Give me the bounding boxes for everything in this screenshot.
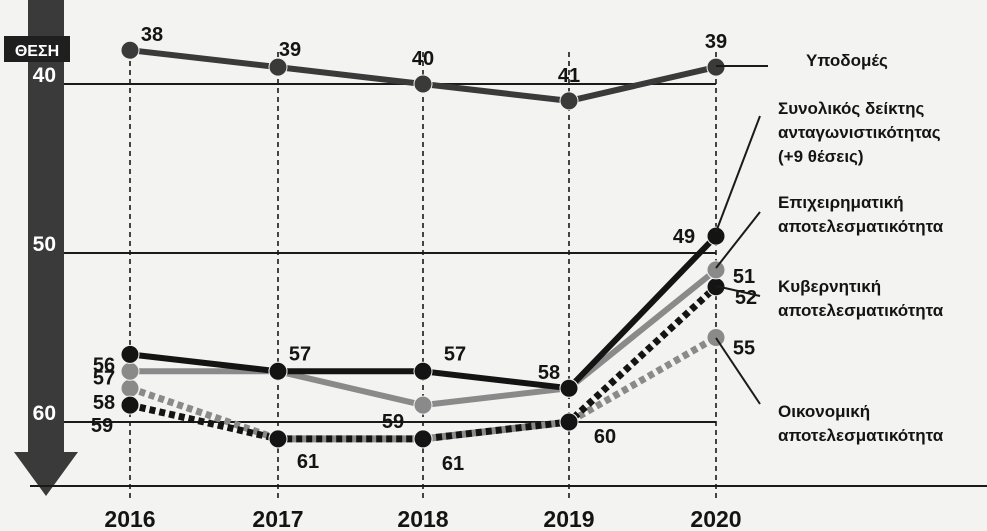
y-tick-label: 60 bbox=[33, 402, 56, 425]
data-label: 39 bbox=[705, 31, 727, 53]
axis-title-box bbox=[4, 36, 70, 62]
data-point bbox=[413, 395, 433, 415]
legend-label: Οικονομική bbox=[778, 402, 870, 421]
data-point bbox=[706, 226, 726, 246]
y-tick-label: 40 bbox=[33, 64, 56, 87]
legend-label: Συνολικός δείκτης bbox=[778, 99, 925, 118]
data-label: 60 bbox=[594, 426, 616, 448]
data-label: 59 bbox=[91, 415, 113, 437]
legend-label: ανταγωνιστικότητας bbox=[778, 123, 941, 142]
data-point bbox=[413, 361, 433, 381]
axis-title: ΘΕΣΗ bbox=[15, 43, 59, 60]
series-line-4 bbox=[129, 284, 719, 443]
data-label: 56 bbox=[93, 354, 115, 376]
legend-label: Επιχειρηματική bbox=[778, 193, 904, 212]
data-label: 57 bbox=[93, 367, 115, 389]
data-point bbox=[120, 378, 140, 398]
data-label: 59 bbox=[382, 411, 404, 433]
data-point bbox=[706, 260, 726, 280]
data-label: 51 bbox=[733, 266, 755, 288]
legend-label: αποτελεσματικότητα bbox=[778, 301, 944, 320]
data-label: 38 bbox=[141, 24, 163, 46]
data-label: 41 bbox=[558, 65, 580, 87]
legend-connector bbox=[715, 115, 761, 233]
legend-connector bbox=[715, 285, 761, 297]
data-point bbox=[413, 74, 433, 94]
data-point bbox=[706, 328, 726, 347]
data-label: 57 bbox=[444, 343, 466, 365]
data-label: 61 bbox=[442, 453, 464, 475]
legend-label: αποτελεσματικότητα bbox=[778, 217, 944, 236]
data-point bbox=[559, 412, 579, 432]
rank-arrow bbox=[14, 0, 78, 496]
legend-label: αποτελεσματικότητα bbox=[778, 426, 944, 445]
data-label: 57 bbox=[289, 343, 311, 365]
data-label: 58 bbox=[538, 362, 560, 384]
data-point bbox=[120, 395, 140, 415]
data-point bbox=[413, 429, 433, 449]
data-point bbox=[268, 429, 288, 449]
data-point bbox=[120, 40, 140, 60]
legend-label: (+9 θέσεις) bbox=[778, 147, 864, 166]
legend-connector bbox=[715, 211, 761, 269]
data-label: 61 bbox=[297, 451, 319, 473]
data-point bbox=[268, 361, 288, 381]
data-label: 40 bbox=[412, 48, 434, 70]
x-tick-label: 2016 bbox=[104, 506, 155, 531]
data-point bbox=[120, 361, 140, 381]
data-point bbox=[559, 91, 579, 111]
data-label: 58 bbox=[93, 392, 115, 414]
data-label: 55 bbox=[733, 338, 755, 360]
x-tick-label: 2018 bbox=[397, 506, 448, 531]
data-point bbox=[706, 57, 726, 77]
legend-label: Κυβερνητική bbox=[778, 277, 881, 296]
x-tick-label: 2019 bbox=[543, 506, 594, 531]
legend-connector bbox=[715, 337, 761, 405]
legend-label: Υποδομές bbox=[806, 51, 888, 70]
data-point bbox=[559, 378, 579, 398]
data-label: 39 bbox=[279, 39, 301, 61]
data-point bbox=[120, 344, 140, 364]
data-point bbox=[268, 57, 288, 77]
x-tick-label: 2020 bbox=[690, 506, 741, 531]
x-tick-label: 2017 bbox=[252, 506, 303, 531]
data-label: 49 bbox=[673, 226, 695, 248]
y-tick-label: 50 bbox=[33, 233, 56, 256]
